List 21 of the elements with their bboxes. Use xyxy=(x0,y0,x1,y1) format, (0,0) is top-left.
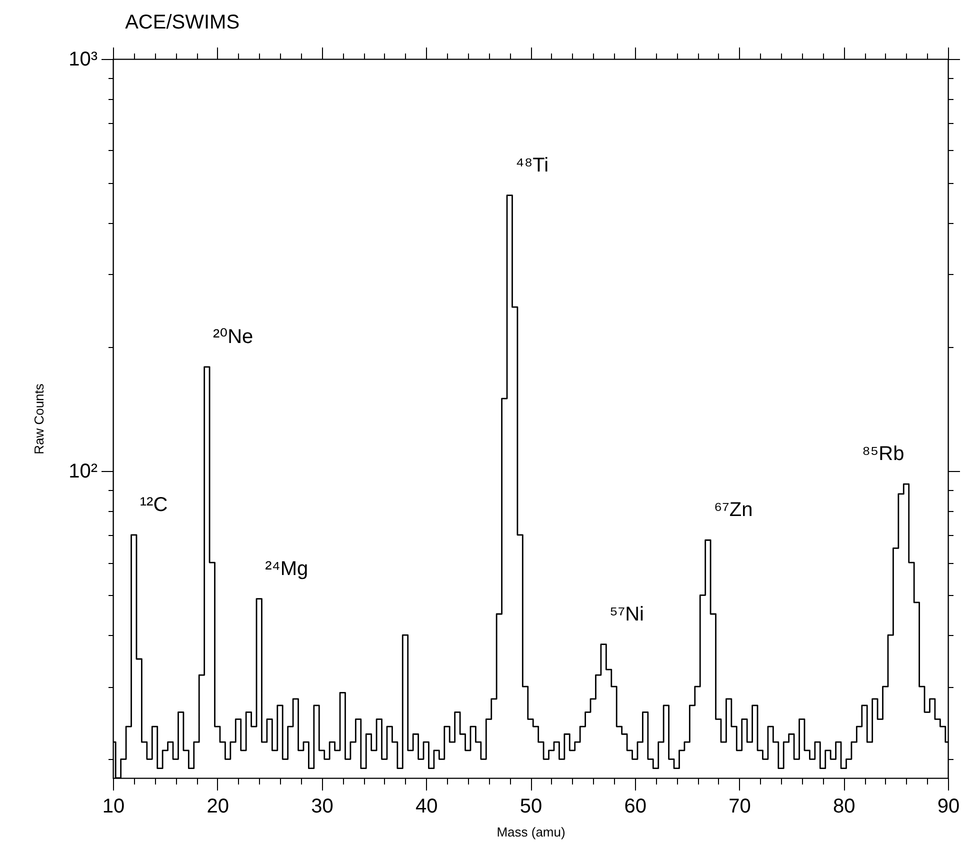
x-tick-label: 10 xyxy=(102,796,125,818)
x-tick-label: 40 xyxy=(416,796,438,818)
x-tick-label: 80 xyxy=(833,796,856,818)
annotation: ²⁰Ne xyxy=(212,326,254,348)
x-tick-label: 20 xyxy=(206,796,229,818)
annotation: ⁵⁷Ni xyxy=(610,603,644,626)
y-axis-title: Raw Counts xyxy=(32,383,47,454)
annotation: ¹²C xyxy=(140,494,168,516)
x-tick-label: 60 xyxy=(624,796,646,818)
x-tick-label: 70 xyxy=(728,796,751,818)
x-tick-label: 90 xyxy=(937,796,960,818)
x-tick-label: 30 xyxy=(311,796,334,818)
annotation: ⁸⁵Rb xyxy=(862,443,904,466)
y-tick-label: 10² xyxy=(68,460,98,483)
chart-title: ACE/SWIMS xyxy=(125,12,240,34)
x-tick-label: 50 xyxy=(520,796,542,818)
annotation: ⁶⁷Zn xyxy=(714,499,753,522)
x-axis-title: Mass (amu) xyxy=(496,824,566,840)
y-tick-label: 10³ xyxy=(68,48,98,70)
annotation: ⁴⁸Ti xyxy=(516,154,549,176)
annotation: ²⁴Mg xyxy=(265,558,308,580)
